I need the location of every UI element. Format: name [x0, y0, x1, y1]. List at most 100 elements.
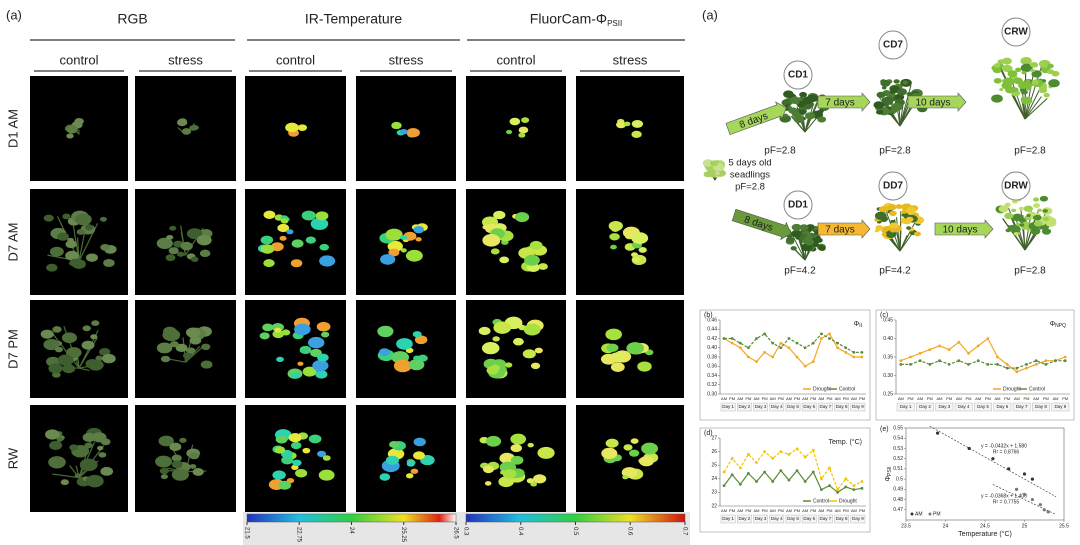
- leaf: [259, 332, 270, 340]
- leaf: [319, 243, 330, 251]
- leaf: [275, 435, 288, 444]
- point: [852, 488, 856, 492]
- leaf: [1002, 64, 1013, 73]
- leaf: [1019, 88, 1026, 92]
- leaf: [523, 323, 541, 336]
- point: [1054, 359, 1057, 363]
- leaf: [40, 329, 54, 339]
- image-tile: [466, 76, 566, 181]
- leaf: [43, 214, 54, 222]
- leaf: [905, 216, 914, 222]
- group-label: Day 1: [900, 404, 912, 409]
- leaf: [286, 229, 294, 235]
- panel-label: (a): [6, 7, 22, 22]
- leaf: [905, 221, 911, 225]
- chart-label: (e): [880, 426, 889, 433]
- point: [803, 455, 807, 459]
- point: [730, 337, 734, 340]
- leaf: [91, 320, 100, 327]
- point: [1030, 497, 1034, 502]
- image-tile: [245, 405, 346, 512]
- leaf: [537, 446, 555, 459]
- point: [722, 484, 726, 487]
- leaf: [991, 94, 1003, 103]
- leaf: [49, 440, 63, 451]
- point: [779, 341, 783, 345]
- point: [795, 341, 799, 345]
- point: [1063, 359, 1067, 363]
- leaf: [518, 132, 526, 138]
- leaf: [513, 337, 524, 346]
- leaf: [285, 122, 299, 133]
- stem: [895, 217, 901, 252]
- arrow-shape: [907, 92, 967, 112]
- point: [763, 350, 767, 354]
- leaf: [263, 259, 275, 268]
- y-tick-label: 24: [711, 476, 717, 482]
- leaf: [308, 434, 322, 444]
- leaf: [102, 353, 116, 364]
- x-tick-label: PM: [859, 508, 865, 513]
- row-label: D1 AM: [5, 109, 20, 148]
- leaf: [817, 109, 824, 114]
- point: [947, 363, 951, 366]
- node-circle: [783, 60, 813, 90]
- group-title: IR-Temperature: [305, 11, 402, 27]
- colorbar-tick-label: 0.5: [572, 527, 578, 536]
- x-tick-label: AM: [721, 508, 727, 513]
- leaf: [526, 478, 535, 484]
- point: [860, 480, 864, 483]
- leaf: [406, 128, 420, 138]
- leaf: [639, 456, 654, 467]
- leaf: [76, 228, 85, 235]
- leaf: [714, 171, 720, 176]
- point: [771, 355, 775, 359]
- leaf: [168, 247, 179, 255]
- legend-label: Control: [839, 386, 855, 392]
- leaf: [377, 325, 394, 338]
- leaf: [600, 353, 617, 365]
- group-box: [785, 402, 801, 412]
- arrow-label: 10 days: [942, 225, 977, 236]
- leaf: [514, 212, 530, 223]
- x-tick-label: AM: [770, 508, 776, 513]
- leaf: [895, 204, 903, 209]
- leaf: [169, 341, 179, 348]
- leaf: [81, 340, 95, 350]
- point: [899, 363, 903, 366]
- group-box: [1032, 402, 1050, 412]
- plot-frame: [905, 427, 1065, 521]
- x-tick-label: PM: [794, 508, 800, 513]
- leaf: [610, 362, 625, 372]
- leaf: [521, 117, 530, 123]
- leaf: [274, 446, 286, 454]
- group-box: [818, 514, 833, 524]
- node-circle: [783, 190, 813, 220]
- leaf: [880, 79, 891, 87]
- point: [787, 337, 791, 340]
- leaf: [1004, 212, 1014, 220]
- leaf: [279, 235, 287, 241]
- leaf: [406, 460, 415, 467]
- leaf: [315, 211, 329, 221]
- group-label: Day 1: [722, 516, 734, 521]
- leaf: [518, 126, 529, 134]
- leaf: [876, 109, 884, 115]
- point: [967, 446, 971, 451]
- leaf: [993, 63, 1001, 68]
- legend-label: Drought: [813, 386, 831, 392]
- point: [996, 355, 999, 359]
- point: [1005, 366, 1009, 370]
- image-tile: [576, 189, 684, 295]
- point: [771, 341, 775, 345]
- point: [852, 484, 856, 487]
- leaf: [601, 447, 618, 460]
- leaf: [1039, 195, 1049, 202]
- pf-label: pF=4.2: [879, 266, 911, 277]
- x-tick-label: PM: [762, 508, 768, 513]
- y-tick-label: 0.38: [707, 354, 717, 360]
- point: [771, 457, 775, 460]
- leaf: [278, 480, 292, 490]
- leaf: [389, 440, 400, 448]
- leaf: [412, 331, 422, 338]
